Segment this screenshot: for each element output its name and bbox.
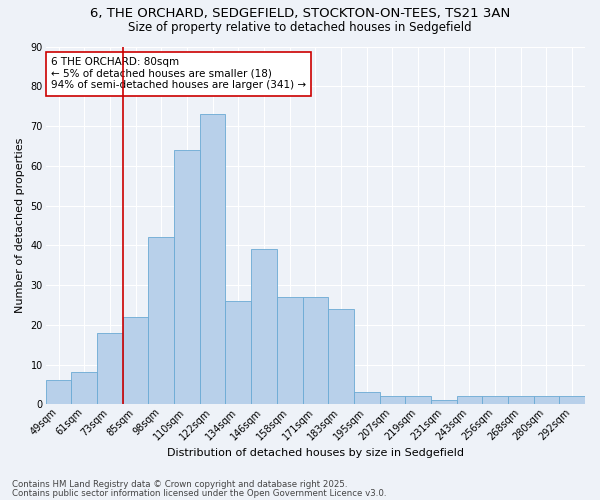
- Bar: [277, 297, 302, 405]
- Bar: [71, 372, 97, 404]
- Text: 6 THE ORCHARD: 80sqm
← 5% of detached houses are smaller (18)
94% of semi-detach: 6 THE ORCHARD: 80sqm ← 5% of detached ho…: [51, 57, 306, 90]
- Bar: [302, 297, 328, 405]
- Bar: [328, 309, 354, 404]
- Text: 6, THE ORCHARD, SEDGEFIELD, STOCKTON-ON-TEES, TS21 3AN: 6, THE ORCHARD, SEDGEFIELD, STOCKTON-ON-…: [90, 8, 510, 20]
- Bar: [559, 396, 585, 404]
- Bar: [46, 380, 71, 404]
- Bar: [508, 396, 533, 404]
- Text: Size of property relative to detached houses in Sedgefield: Size of property relative to detached ho…: [128, 21, 472, 34]
- Y-axis label: Number of detached properties: Number of detached properties: [15, 138, 25, 313]
- Bar: [405, 396, 431, 404]
- Bar: [200, 114, 226, 405]
- Bar: [97, 332, 123, 404]
- Bar: [457, 396, 482, 404]
- Bar: [226, 301, 251, 405]
- Bar: [380, 396, 405, 404]
- Text: Contains public sector information licensed under the Open Government Licence v3: Contains public sector information licen…: [12, 488, 386, 498]
- Bar: [174, 150, 200, 405]
- Bar: [533, 396, 559, 404]
- Bar: [354, 392, 380, 404]
- Bar: [482, 396, 508, 404]
- Bar: [431, 400, 457, 404]
- Bar: [148, 238, 174, 404]
- Text: Contains HM Land Registry data © Crown copyright and database right 2025.: Contains HM Land Registry data © Crown c…: [12, 480, 347, 489]
- Bar: [251, 249, 277, 404]
- X-axis label: Distribution of detached houses by size in Sedgefield: Distribution of detached houses by size …: [167, 448, 464, 458]
- Bar: [123, 317, 148, 404]
